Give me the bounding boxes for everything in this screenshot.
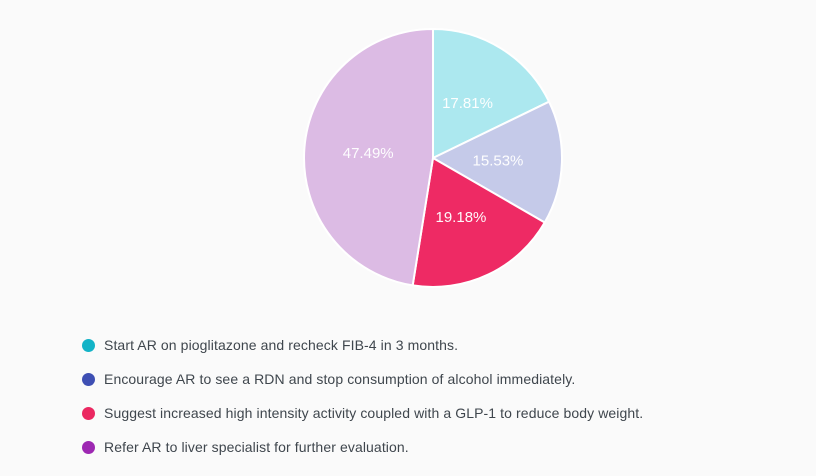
- legend-item-3[interactable]: Suggest increased high intensity activit…: [82, 405, 644, 421]
- pie-chart: 17.81% 15.53% 19.18% 47.49%: [303, 28, 563, 288]
- legend-dot-icon-1: [82, 338, 95, 352]
- legend-item-2[interactable]: Encourage AR to see a RDN and stop consu…: [82, 371, 643, 387]
- legend-label-3: Suggest increased high intensity activit…: [104, 405, 644, 421]
- chart-legend: Start AR on pioglitazone and recheck FIB…: [82, 337, 644, 474]
- legend-label-2: Encourage AR to see a RDN and stop consu…: [104, 371, 576, 387]
- legend-label-1: Start AR on pioglitazone and recheck FIB…: [104, 337, 459, 353]
- legend-dot-icon-2: [82, 372, 95, 386]
- pie-slice-2[interactable]: [432, 100, 563, 224]
- pie-slice-4[interactable]: [303, 28, 434, 287]
- pie-slice-1[interactable]: [432, 28, 551, 159]
- legend-item-4[interactable]: Refer AR to liver specialist for further…: [82, 439, 643, 455]
- pie-slice-label-1: 17.81%: [442, 95, 493, 112]
- legend-label-4: Refer AR to liver specialist for further…: [104, 439, 409, 455]
- legend-item-1[interactable]: Start AR on pioglitazone and recheck FIB…: [82, 337, 643, 353]
- pie-slice-label-2: 15.53%: [473, 153, 524, 170]
- legend-dot-icon-3: [82, 406, 95, 420]
- legend-dot-icon-4: [82, 440, 95, 454]
- pie-slice-3[interactable]: [411, 157, 546, 288]
- pie-slice-label-4: 47.49%: [343, 145, 394, 162]
- pie-slice-label-3: 19.18%: [436, 209, 487, 226]
